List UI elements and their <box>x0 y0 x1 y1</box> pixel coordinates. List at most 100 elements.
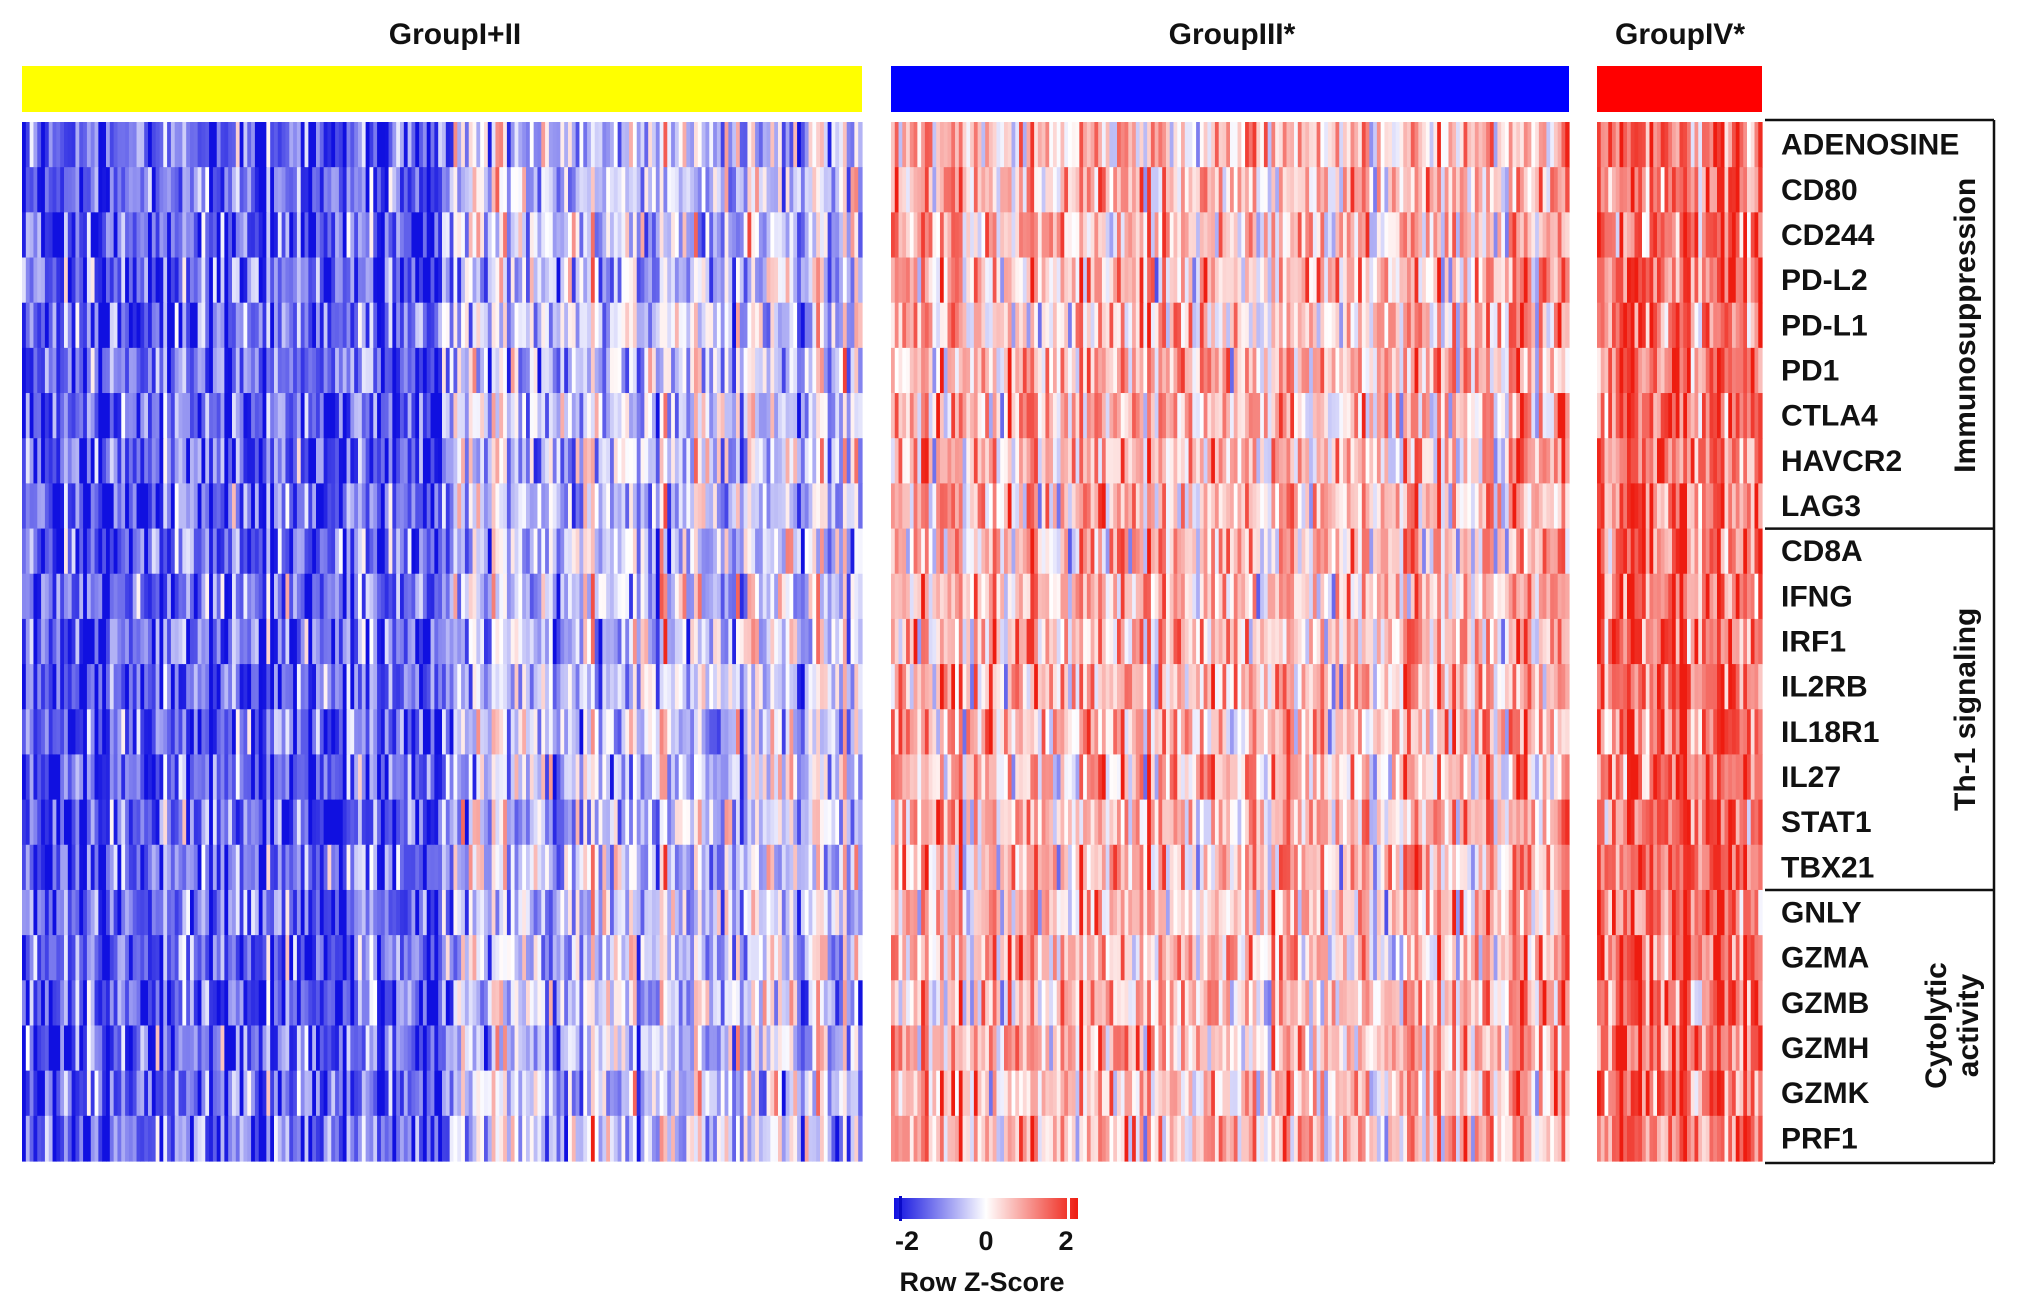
heatmap-cell <box>506 302 512 349</box>
heatmap-cell <box>358 167 363 213</box>
heatmap-cell <box>613 664 619 710</box>
heatmap-cell <box>621 212 626 259</box>
heatmap-cell <box>113 709 119 756</box>
heatmap-cell <box>232 799 237 846</box>
heatmap-cell <box>716 889 722 936</box>
heatmap-cell <box>29 1025 35 1072</box>
heatmap-cell <box>434 257 439 304</box>
heatmap-cell <box>590 799 596 846</box>
heatmap-cell <box>75 1025 80 1072</box>
heatmap-cell <box>594 167 600 213</box>
heatmap-cell <box>491 799 497 846</box>
heatmap-cell <box>312 393 317 439</box>
heatmap-cell <box>808 167 813 213</box>
heatmap-cell <box>770 754 775 801</box>
heatmap-cell <box>308 347 313 394</box>
heatmap-cell <box>640 664 645 710</box>
heatmap-cell <box>640 889 645 936</box>
heatmap-cell <box>346 122 351 168</box>
heatmap-cell <box>457 302 462 349</box>
heatmap-cell <box>724 889 729 936</box>
heatmap-cell <box>457 754 462 801</box>
heatmap-cell <box>747 257 752 304</box>
heatmap-cell <box>121 1070 126 1117</box>
heatmap-cell <box>90 257 96 304</box>
heatmap-cell <box>720 438 726 484</box>
heatmap-cell <box>617 483 623 530</box>
heatmap-cell <box>442 212 447 259</box>
heatmap-cell <box>400 438 405 484</box>
heatmap-cell <box>545 347 550 394</box>
heatmap-cell <box>361 302 367 349</box>
heatmap-cell <box>419 528 424 575</box>
heatmap-cell <box>304 980 309 1027</box>
heatmap-cell <box>155 618 161 665</box>
heatmap-cell <box>812 302 817 349</box>
heatmap-cell <box>659 212 665 259</box>
heatmap-cell <box>629 935 634 981</box>
heatmap-cell <box>342 573 348 620</box>
heatmap-cell <box>151 438 157 484</box>
heatmap-cell <box>793 483 798 530</box>
heatmap-cell <box>762 347 768 394</box>
heatmap-cell <box>701 1070 707 1117</box>
heatmap-cell <box>434 122 439 168</box>
heatmap-cell <box>617 664 623 710</box>
heatmap-cell <box>201 844 206 891</box>
heatmap-cell <box>98 347 103 394</box>
heatmap-cell <box>29 438 35 484</box>
heatmap-cell <box>484 664 489 710</box>
heatmap-cell <box>338 1115 344 1162</box>
heatmap-cell <box>346 935 351 981</box>
heatmap-cell <box>850 122 855 168</box>
heatmap-cell <box>594 664 600 710</box>
heatmap-cell <box>682 980 687 1027</box>
heatmap-cell <box>167 122 172 168</box>
heatmap-cell <box>789 438 794 484</box>
heatmap-cell <box>816 664 821 710</box>
heatmap-cell <box>858 483 863 530</box>
heatmap-cell <box>743 438 749 484</box>
heatmap-cell <box>648 664 653 710</box>
heatmap-cell <box>224 438 229 484</box>
heatmap-cell <box>468 889 474 936</box>
heatmap-cell <box>678 889 684 936</box>
heatmap-cell <box>594 844 600 891</box>
heatmap-cell <box>503 528 508 575</box>
heatmap-cell <box>453 889 458 936</box>
heatmap-cell <box>579 889 584 936</box>
heatmap-cell <box>476 799 481 846</box>
heatmap-cell <box>117 528 122 575</box>
heatmap-cell <box>835 483 840 530</box>
heatmap-cell <box>426 935 432 981</box>
heatmap-cell <box>812 167 817 213</box>
heatmap-cell <box>743 528 749 575</box>
heatmap-cell <box>709 122 714 168</box>
heatmap-cell <box>728 844 733 891</box>
heatmap-cell <box>193 483 199 530</box>
heatmap-cell <box>548 573 554 620</box>
heatmap-cell <box>350 664 355 710</box>
heatmap-cell <box>83 167 88 213</box>
heatmap-cell <box>652 438 657 484</box>
heatmap-cell <box>228 664 233 710</box>
heatmap-cell <box>571 302 577 349</box>
heatmap-cell <box>430 438 435 484</box>
heatmap-cell <box>548 212 554 259</box>
heatmap-cell <box>850 347 855 394</box>
heatmap-cell <box>812 889 817 936</box>
heatmap-cell <box>800 438 806 484</box>
heatmap-cell <box>373 1115 378 1162</box>
heatmap-cell <box>144 573 149 620</box>
heatmap-cell <box>121 709 126 756</box>
heatmap-cell <box>220 167 225 213</box>
heatmap-cell <box>243 935 248 981</box>
heatmap-cell <box>808 754 813 801</box>
heatmap-cell <box>289 709 294 756</box>
heatmap-cell <box>251 799 256 846</box>
heatmap-cell <box>33 618 38 665</box>
heatmap-cell <box>289 1025 294 1072</box>
heatmap-cell <box>587 664 592 710</box>
heatmap-cell <box>678 528 684 575</box>
heatmap-cell <box>396 393 401 439</box>
